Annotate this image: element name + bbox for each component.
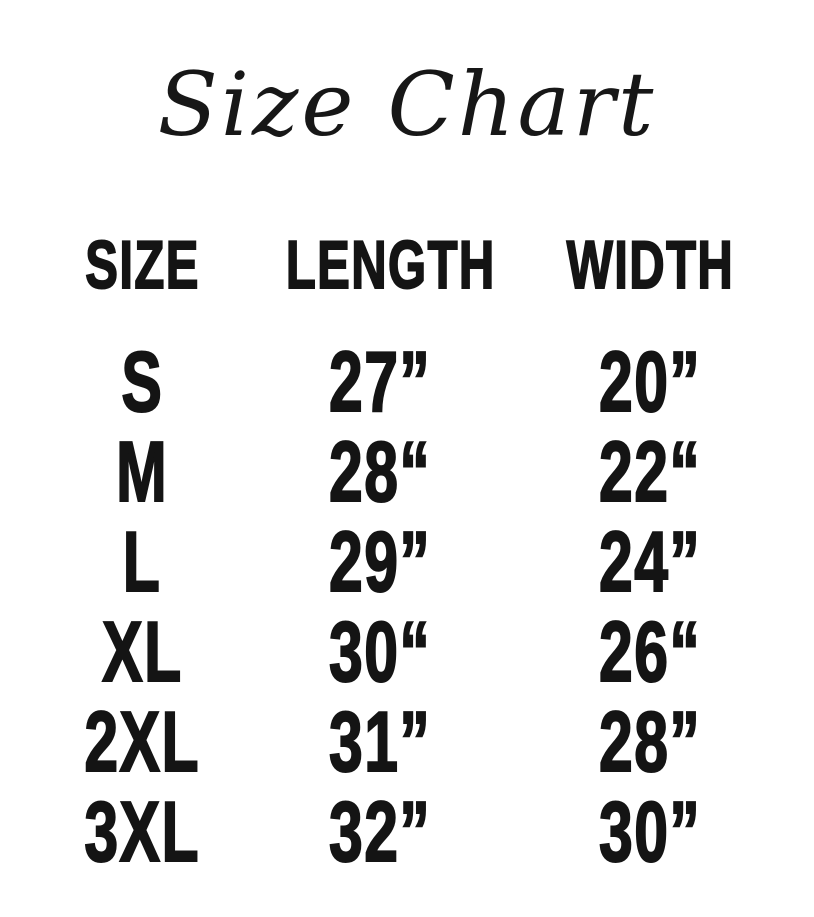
size-cell: 3XL xyxy=(40,785,245,881)
length-value: 32” xyxy=(328,785,432,881)
length-cell: 31” xyxy=(245,695,515,791)
column-header-length-label: LENGTH xyxy=(285,227,496,303)
length-value: 27” xyxy=(328,335,432,431)
size-value: 2XL xyxy=(84,695,201,791)
size-cell: S xyxy=(40,335,245,431)
width-value: 24” xyxy=(598,515,702,611)
table-row-3xl: 3XL 32” 30” xyxy=(40,785,785,881)
length-cell: 32” xyxy=(245,785,515,881)
column-header-width-label: WIDTH xyxy=(565,227,734,303)
width-value: 20” xyxy=(598,335,702,431)
size-value: 3XL xyxy=(84,785,201,881)
table-row-l: L 29” 24” xyxy=(40,515,785,611)
table-row-xl: XL 30“ 26“ xyxy=(40,605,785,701)
width-value: 28” xyxy=(598,695,702,791)
column-header-width: WIDTH xyxy=(515,227,785,303)
width-cell: 28” xyxy=(515,695,785,791)
width-cell: 26“ xyxy=(515,605,785,701)
table-row-m: M 28“ 22“ xyxy=(40,425,785,521)
width-value: 26“ xyxy=(598,605,702,701)
column-header-size-label: SIZE xyxy=(84,227,200,303)
size-cell: M xyxy=(40,425,245,521)
size-cell: XL xyxy=(40,605,245,701)
size-value: XL xyxy=(101,605,183,701)
length-cell: 30“ xyxy=(245,605,515,701)
width-cell: 30” xyxy=(515,785,785,881)
table-row-s: S 27” 20” xyxy=(40,335,785,431)
width-cell: 22“ xyxy=(515,425,785,521)
column-header-length: LENGTH xyxy=(245,227,515,303)
size-cell: 2XL xyxy=(40,695,245,791)
column-header-size: SIZE xyxy=(40,227,245,303)
length-cell: 29” xyxy=(245,515,515,611)
size-value: L xyxy=(122,515,162,611)
table-body: S 27” 20” M 28“ 22“ xyxy=(40,335,785,881)
width-cell: 20” xyxy=(515,335,785,431)
size-cell: L xyxy=(40,515,245,611)
size-chart-table: SIZE LENGTH WIDTH S 27” 20” xyxy=(40,227,785,881)
size-value: S xyxy=(121,335,164,431)
length-value: 29” xyxy=(328,515,432,611)
width-value: 30” xyxy=(598,785,702,881)
header-row: SIZE LENGTH WIDTH xyxy=(40,227,785,303)
length-cell: 27” xyxy=(245,335,515,431)
width-cell: 24” xyxy=(515,515,785,611)
size-value: M xyxy=(116,425,169,521)
length-value: 28“ xyxy=(328,425,432,521)
length-cell: 28“ xyxy=(245,425,515,521)
page-title: Size Chart xyxy=(157,53,657,156)
length-value: 31” xyxy=(328,695,432,791)
table-row-2xl: 2XL 31” 28” xyxy=(40,695,785,791)
length-value: 30“ xyxy=(328,605,432,701)
width-value: 22“ xyxy=(598,425,702,521)
